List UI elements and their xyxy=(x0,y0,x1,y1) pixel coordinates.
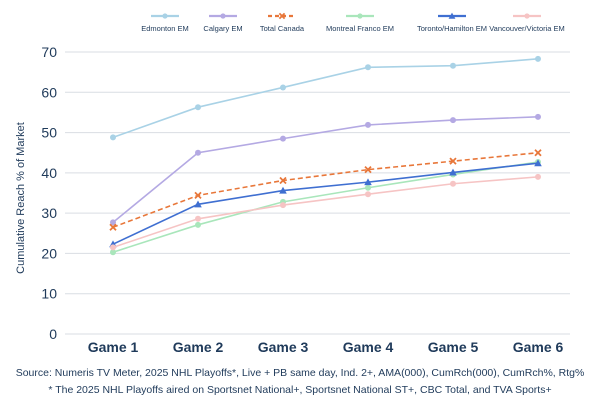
legend-label: Toronto/Hamilton EM xyxy=(417,24,487,33)
data-point xyxy=(524,13,530,19)
x-tick-label: Game 5 xyxy=(428,339,479,355)
broadcast-footnote: * The 2025 NHL Playoffs aired on Sportsn… xyxy=(48,384,552,396)
data-point xyxy=(220,13,226,19)
data-point xyxy=(194,200,202,208)
y-axis-label: Cumulative Reach % of Market xyxy=(15,122,27,274)
x-tick-label: Game 1 xyxy=(88,339,139,355)
data-point xyxy=(110,219,116,226)
data-point xyxy=(280,135,286,142)
data-point xyxy=(195,215,201,222)
legend-label: Vancouver/Victoria EM xyxy=(489,24,565,33)
legend-item: Montreal Franco EM xyxy=(326,13,394,33)
data-point xyxy=(448,12,456,19)
y-tick-label: 0 xyxy=(49,326,57,342)
legend-label: Calgary EM xyxy=(203,24,242,33)
y-tick-label: 50 xyxy=(41,125,57,141)
data-point xyxy=(534,159,542,167)
data-point xyxy=(534,149,542,157)
data-point xyxy=(449,168,457,176)
y-tick-label: 30 xyxy=(41,205,57,221)
x-tick-label: Game 3 xyxy=(258,339,309,355)
data-point xyxy=(365,184,371,191)
legend-item: Calgary EM xyxy=(203,13,243,33)
data-point xyxy=(365,121,371,128)
data-point xyxy=(450,117,456,124)
data-point xyxy=(110,249,116,256)
data-point xyxy=(279,186,287,194)
data-point xyxy=(280,202,286,209)
series-line xyxy=(112,161,539,253)
series-line xyxy=(112,176,539,249)
series-line xyxy=(112,116,539,224)
data-point xyxy=(364,165,372,174)
data-point xyxy=(162,13,168,19)
series xyxy=(110,55,541,141)
legend-item: Vancouver/Victoria EM xyxy=(489,13,565,33)
data-point xyxy=(195,104,201,111)
source-note: Source: Numeris TV Meter, 2025 NHL Playo… xyxy=(15,367,585,379)
y-tick-label: 60 xyxy=(41,84,57,100)
series xyxy=(110,173,541,251)
legend-item: Toronto/Hamilton EM xyxy=(417,12,487,33)
series-line xyxy=(112,162,539,245)
data-point xyxy=(278,12,286,20)
data-point xyxy=(365,191,371,198)
x-tick-label: Game 6 xyxy=(513,339,564,355)
y-tick-label: 20 xyxy=(41,245,57,261)
y-tick-label: 10 xyxy=(41,286,57,302)
y-tick-label: 70 xyxy=(41,44,57,60)
data-point xyxy=(109,223,117,231)
data-point xyxy=(364,178,372,186)
gridlines xyxy=(65,51,570,335)
data-point xyxy=(449,157,457,165)
data-point xyxy=(450,62,456,69)
series xyxy=(110,158,541,256)
data-point xyxy=(535,113,541,120)
x-tick-label: Game 4 xyxy=(343,339,394,355)
legend-item: Edmonton EM xyxy=(141,13,189,33)
chart-legend: Edmonton EM Calgary EM Total Canada Montrea… xyxy=(141,12,565,33)
data-point xyxy=(110,134,116,141)
data-point xyxy=(195,221,201,228)
data-point xyxy=(195,149,201,156)
y-tick-label: 40 xyxy=(41,165,57,181)
data-point xyxy=(110,244,116,251)
y-axis-ticks: 0 10 20 30 40 50 60 70 xyxy=(41,44,57,342)
series xyxy=(110,113,541,226)
x-axis-ticks: Game 1 Game 2 Game 3 Game 4 Game 5 Game 6 xyxy=(88,339,564,355)
legend-label: Total Canada xyxy=(260,24,305,33)
data-point xyxy=(450,180,456,187)
data-point xyxy=(280,84,286,91)
data-point xyxy=(279,176,287,185)
legend-item: Total Canada xyxy=(260,12,305,33)
data-point xyxy=(535,55,541,62)
data-point xyxy=(365,64,371,71)
legend-label: Montreal Franco EM xyxy=(326,24,394,33)
series-group xyxy=(109,55,542,256)
data-point xyxy=(194,191,202,200)
series xyxy=(109,149,542,231)
legend-label: Edmonton EM xyxy=(141,24,189,33)
data-point xyxy=(357,13,363,19)
series-line xyxy=(112,58,539,139)
data-point xyxy=(535,173,541,180)
x-tick-label: Game 2 xyxy=(173,339,224,355)
series-line xyxy=(112,151,539,228)
